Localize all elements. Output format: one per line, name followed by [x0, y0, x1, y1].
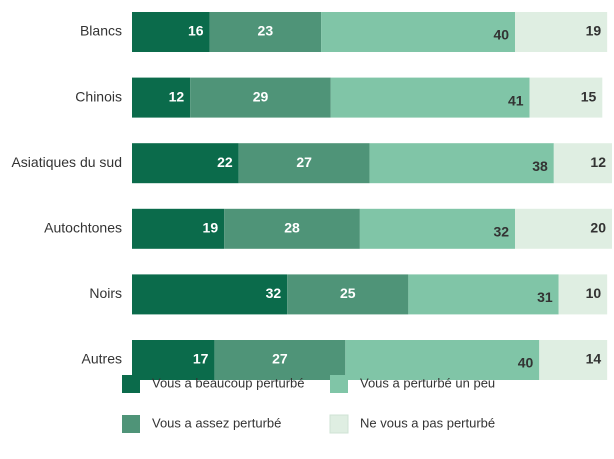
value-label: 22 [217, 154, 233, 170]
category-label: Blancs [80, 23, 122, 39]
bar-segment [214, 340, 346, 380]
value-label: 32 [266, 285, 282, 301]
bar-segment [359, 208, 516, 249]
legend-swatch [329, 414, 349, 434]
bar-segment [529, 77, 603, 118]
bar-segment [515, 12, 608, 52]
value-label: 19 [586, 23, 602, 39]
category-label: Chinois [75, 88, 122, 104]
value-label: 29 [253, 88, 269, 104]
value-label: 40 [493, 27, 509, 43]
bar-segment [132, 77, 191, 118]
bar-segment [132, 208, 225, 249]
value-label: 38 [532, 158, 548, 174]
value-label: 41 [508, 92, 524, 108]
category-label: Autochtones [44, 220, 122, 236]
bar-segment [190, 77, 331, 118]
bar-segment [553, 143, 612, 184]
value-label: 27 [296, 154, 312, 170]
value-label: 19 [203, 220, 219, 236]
value-label: 27 [272, 351, 288, 367]
legend-swatch [122, 375, 140, 393]
bar-segment [132, 143, 239, 184]
legend-swatch [122, 415, 140, 433]
legend-label: Vous a beaucoup perturbé [152, 375, 305, 390]
bar-segment [224, 208, 360, 249]
value-label: 32 [493, 224, 509, 240]
bar-segment [515, 208, 612, 249]
category-label: Autres [82, 351, 122, 367]
bar-segment [330, 77, 530, 118]
bar-segment [287, 274, 409, 315]
category-label: Asiatiques du sud [11, 154, 122, 170]
value-label: 25 [340, 285, 356, 301]
legend-label: Vous a perturbé un peu [360, 375, 495, 390]
legend-swatch [330, 375, 348, 393]
value-label: 17 [193, 351, 209, 367]
bar-segment [558, 274, 608, 315]
value-label: 15 [581, 88, 597, 104]
value-label: 12 [169, 88, 185, 104]
bar-segment [539, 340, 608, 380]
category-label: Noirs [89, 285, 122, 301]
value-label: 14 [586, 351, 602, 367]
bar-segment [408, 274, 559, 315]
bar-segment [132, 340, 215, 380]
bar-segment [132, 274, 288, 315]
legend-label: Vous a assez perturbé [152, 415, 281, 430]
value-label: 40 [518, 355, 534, 371]
bar-segment [238, 143, 370, 184]
bar-segment [209, 12, 322, 52]
value-label: 31 [537, 289, 553, 305]
legend-label: Ne vous a pas perturbé [360, 415, 495, 430]
value-label: 16 [188, 23, 204, 39]
bar-segment [321, 12, 516, 52]
value-label: 23 [258, 23, 274, 39]
value-label: 20 [590, 220, 606, 236]
bar-segment [369, 143, 554, 184]
value-label: 12 [590, 154, 606, 170]
value-label: 10 [586, 285, 602, 301]
bar-segment [345, 340, 540, 380]
bar-segment [132, 12, 210, 52]
value-label: 28 [284, 220, 300, 236]
